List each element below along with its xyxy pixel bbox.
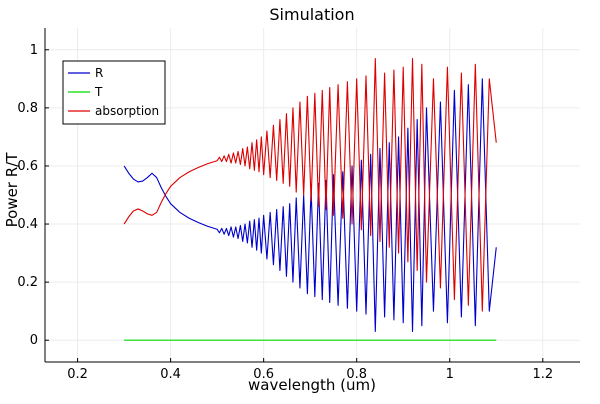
legend-label-r: R: [95, 66, 103, 80]
y-tick-label: 0.6: [17, 159, 38, 174]
series-line-absorption: [123, 57, 497, 312]
x-axis-title: wavelength (um): [248, 376, 376, 394]
legend-label-absorption: absorption: [95, 104, 159, 118]
y-tick-label: 0.4: [17, 217, 38, 232]
series-line-r: [123, 78, 497, 333]
x-tick-label: 1: [446, 367, 454, 382]
y-tick-label: 0: [30, 333, 38, 348]
x-tick-label: 0.4: [160, 367, 181, 382]
x-tick-label: 0.8: [346, 367, 367, 382]
x-tick-label: 0.2: [67, 367, 88, 382]
y-axis-title: Power R/T: [3, 152, 21, 228]
y-tick-label: 1: [30, 43, 38, 58]
x-tick-label: 1.2: [532, 367, 553, 382]
y-tick-label: 0.2: [17, 275, 38, 290]
legend-label-t: T: [94, 85, 103, 99]
plot-series: [123, 57, 497, 341]
axes: 0.2 0.4 0.6 0.8 1 1.2 0 0.2 0.4 0.6 0.8 1: [17, 28, 580, 382]
chart-title: Simulation: [269, 5, 354, 24]
x-tick-label: 0.6: [253, 367, 274, 382]
y-tick-label: 0.8: [17, 101, 38, 116]
